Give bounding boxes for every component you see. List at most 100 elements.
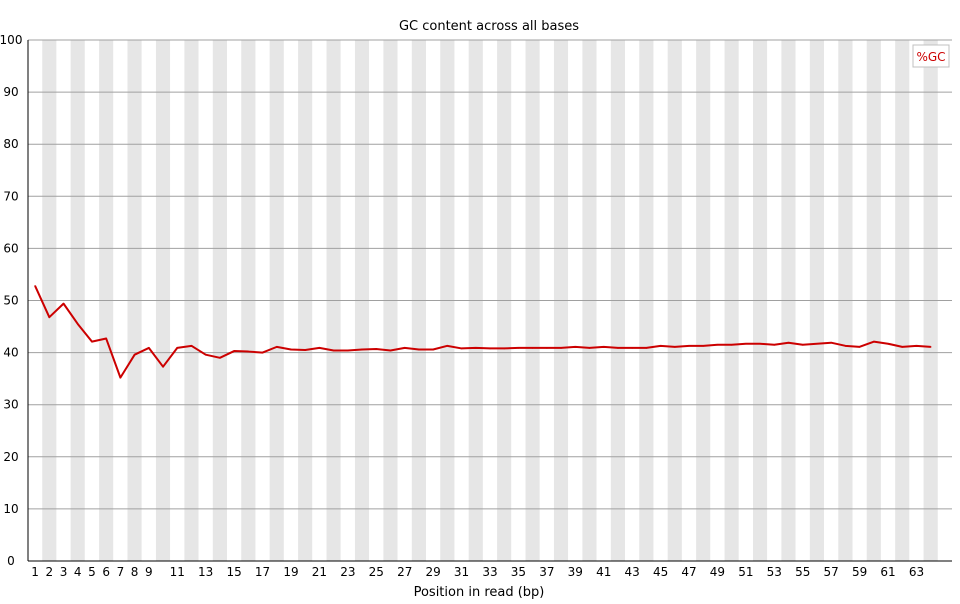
x-tick-label-41: 41: [596, 565, 611, 579]
data-point-34: [503, 347, 506, 350]
data-point-22: [332, 349, 335, 352]
x-tick-label-8: 8: [131, 565, 139, 579]
x-tick-label-57: 57: [824, 565, 839, 579]
data-point-17: [261, 351, 264, 354]
x-tick-label-35: 35: [511, 565, 526, 579]
data-point-56: [816, 342, 818, 345]
data-point-32: [474, 347, 477, 349]
data-point-29: [432, 348, 434, 351]
data-point-54: [787, 341, 790, 344]
data-point-61: [887, 342, 889, 345]
data-point-14: [219, 357, 221, 359]
x-tick-label-21: 21: [312, 565, 327, 579]
data-point-57: [830, 341, 832, 344]
data-point-25: [375, 348, 378, 350]
data-point-3: [62, 302, 65, 305]
y-tick-label-70: 70: [3, 189, 18, 203]
data-point-8: [133, 353, 136, 356]
chart-title: GC content across all bases: [399, 19, 579, 34]
data-point-33: [489, 347, 491, 350]
series-layer: [34, 285, 932, 379]
data-point-49: [716, 343, 719, 346]
data-point-5: [91, 340, 93, 343]
data-point-13: [204, 353, 207, 356]
data-point-15: [233, 350, 235, 352]
x-tick-label-43: 43: [625, 565, 640, 579]
data-point-10: [162, 365, 164, 368]
x-tick-label-25: 25: [369, 565, 384, 579]
x-tick-label-15: 15: [226, 565, 241, 579]
data-point-30: [446, 345, 449, 347]
x-tick-label-17: 17: [255, 565, 270, 579]
x-tick-label-29: 29: [425, 565, 440, 579]
data-point-41: [602, 346, 605, 348]
data-point-47: [688, 345, 690, 347]
x-axis-label: Position in read (bp): [414, 585, 545, 600]
data-point-63: [915, 345, 918, 347]
gridlines: [28, 39, 952, 510]
x-tick-label-45: 45: [653, 565, 668, 579]
data-point-55: [801, 343, 804, 346]
data-point-44: [645, 347, 648, 349]
data-point-60: [873, 340, 875, 343]
data-point-9: [148, 347, 150, 349]
x-tick-label-53: 53: [767, 565, 782, 579]
x-tick-label-13: 13: [198, 565, 213, 579]
data-point-24: [361, 348, 363, 351]
data-point-45: [659, 345, 662, 347]
x-tick-label-39: 39: [568, 565, 583, 579]
x-tick-label-49: 49: [710, 565, 725, 579]
legend-box: [912, 44, 950, 68]
data-point-35: [517, 347, 520, 349]
data-point-31: [460, 347, 463, 350]
x-tick-label-6: 6: [102, 565, 110, 579]
data-point-64: [929, 346, 932, 348]
x-tick-label-27: 27: [397, 565, 412, 579]
data-point-23: [347, 349, 349, 352]
data-point-19: [290, 348, 292, 351]
x-tick-label-59: 59: [852, 565, 867, 579]
x-tick-label-61: 61: [880, 565, 895, 579]
data-point-46: [674, 346, 676, 348]
y-tick-label-10: 10: [3, 502, 18, 516]
data-point-48: [702, 345, 705, 347]
data-point-42: [617, 347, 619, 349]
y-tick-label-30: 30: [3, 398, 18, 412]
data-point-51: [745, 342, 747, 345]
data-point-37: [546, 347, 548, 349]
data-point-50: [730, 343, 733, 346]
x-tick-label-55: 55: [795, 565, 810, 579]
x-tick-labels: 1 2 3 4 5 6 7 8 9 11 13 15 17 19 21 23 25 27 29 31 33 35 37 39 4…: [31, 565, 924, 579]
x-tick-label-4: 4: [74, 565, 82, 579]
x-tick-label-23: 23: [340, 565, 355, 579]
legend: %GC: [912, 44, 950, 68]
data-point-6: [105, 337, 107, 340]
y-tick-label-100: 100: [0, 33, 22, 47]
x-tick-label-11: 11: [170, 565, 185, 579]
x-tick-label-63: 63: [909, 565, 924, 579]
x-tick-label-31: 31: [454, 565, 469, 579]
y-tick-label-40: 40: [3, 346, 18, 360]
x-tick-label-7: 7: [117, 565, 125, 579]
data-point-7: [119, 376, 122, 379]
data-point-59: [858, 346, 861, 348]
data-point-4: [76, 323, 79, 325]
x-tick-label-51: 51: [738, 565, 753, 579]
data-point-18: [275, 346, 278, 348]
y-tick-label-90: 90: [3, 85, 18, 99]
data-point-40: [588, 347, 591, 349]
legend-label-gc: %GC: [916, 50, 945, 64]
series-line-0: [34, 285, 931, 379]
data-point-20: [304, 349, 307, 351]
data-point-26: [389, 349, 392, 352]
x-tick-label-37: 37: [539, 565, 554, 579]
x-tick-label-9: 9: [145, 565, 153, 579]
data-point-2: [48, 316, 51, 318]
y-tick-label-20: 20: [3, 450, 18, 464]
x-tick-label-47: 47: [681, 565, 696, 579]
data-point-43: [631, 347, 633, 349]
axes: [27, 40, 952, 562]
x-tick-label-1: 1: [31, 565, 39, 579]
